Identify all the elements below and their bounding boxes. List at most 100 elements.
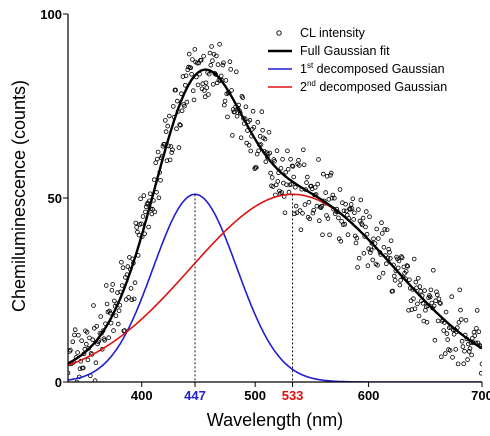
cl-intensity-point	[155, 156, 160, 162]
cl-intensity-point	[423, 307, 428, 313]
cl-intensity-point	[457, 287, 463, 293]
cl-intensity-point	[247, 118, 253, 123]
cl-intensity-point	[337, 187, 343, 192]
cl-intensity-point	[347, 206, 352, 212]
cl-intensity-point	[275, 179, 281, 184]
cl-intensity-point	[302, 202, 308, 207]
cl-intensity-point	[332, 195, 337, 201]
cl-intensity-point	[451, 331, 457, 337]
cl-intensity-point	[284, 182, 289, 188]
cl-intensity-point	[80, 365, 86, 371]
cl-intensity-point	[126, 295, 131, 300]
cl-intensity-point	[191, 97, 197, 103]
cl-intensity-point	[367, 250, 373, 255]
cl-intensity-point	[375, 236, 381, 241]
cl-intensity-point	[363, 209, 369, 214]
cl-intensity-point	[93, 360, 99, 366]
cl-intensity-point	[163, 129, 169, 135]
cl-intensity-point	[260, 128, 265, 133]
cl-intensity-point	[104, 283, 109, 288]
cl-intensity-point	[396, 258, 402, 264]
cl-intensity-point	[380, 270, 386, 276]
cl-intensity-point	[222, 102, 227, 108]
cl-intensity-point	[146, 224, 151, 230]
y-tick-label: 0	[55, 375, 62, 390]
cl-intensity-point	[356, 207, 361, 212]
cl-intensity-point	[202, 88, 207, 93]
cl-intensity-point	[156, 195, 162, 201]
cl-intensity-point	[171, 104, 176, 109]
cl-intensity-point	[229, 88, 234, 93]
cl-intensity-point	[461, 361, 467, 367]
cl-intensity-point	[94, 323, 99, 329]
cl-intensity-point	[129, 297, 135, 303]
cl-intensity-point	[104, 301, 110, 307]
cl-intensity-point	[407, 277, 412, 283]
cl-intensity-point	[220, 62, 226, 68]
cl-intensity-point	[320, 171, 326, 177]
cl-intensity-point	[312, 185, 318, 190]
cl-intensity-point	[427, 294, 433, 300]
cl-intensity-point	[115, 290, 120, 295]
cl-intensity-point	[291, 174, 297, 180]
cl-intensity-point	[174, 126, 179, 131]
cl-intensity-point	[478, 370, 482, 376]
cl-intensity-point	[293, 203, 299, 209]
cl-intensity-point	[169, 150, 175, 155]
cl-intensity-point	[349, 206, 355, 211]
cl-intensity-point	[352, 210, 357, 216]
cl-intensity-point	[244, 140, 250, 146]
cl-intensity-point	[441, 328, 447, 333]
cl-intensity-point	[90, 337, 95, 343]
cl-intensity-point	[152, 209, 158, 215]
cl-intensity-point	[458, 317, 464, 322]
cl-intensity-point	[361, 251, 367, 256]
cl-intensity-point	[432, 337, 438, 343]
cl-intensity-point	[240, 95, 246, 100]
cl-intensity-point	[360, 215, 366, 221]
cl-intensity-point	[408, 298, 414, 304]
cl-intensity-point	[344, 208, 349, 214]
cl-intensity-point	[412, 306, 418, 312]
y-tick-label: 50	[48, 191, 62, 206]
cl-intensity-point	[178, 122, 183, 128]
cl-intensity-point	[202, 94, 208, 99]
cl-intensity-point	[384, 227, 390, 233]
cl-intensity-point	[189, 72, 194, 77]
cl-intensity-point	[112, 298, 117, 304]
cl-intensity-point	[173, 87, 179, 93]
cl-intensity-point	[222, 98, 228, 104]
cl-intensity-point	[465, 357, 470, 362]
cl-intensity-point	[416, 313, 422, 319]
cl-intensity-point	[138, 196, 143, 202]
cl-intensity-point	[179, 108, 185, 114]
cl-intensity-point	[431, 303, 437, 309]
cl-intensity-point	[194, 60, 200, 66]
cl-intensity-point	[183, 73, 189, 79]
cl-intensity-point	[327, 232, 332, 238]
legend-label: Full Gaussian fit	[300, 44, 390, 58]
cl-intensity-point	[392, 277, 398, 283]
cl-intensity-point	[460, 344, 466, 349]
cl-intensity-point	[288, 157, 293, 162]
cl-intensity-point	[390, 288, 396, 294]
cl-intensity-point	[315, 181, 321, 187]
cl-intensity-point	[177, 122, 183, 127]
x-axis-title: Wavelength (nm)	[207, 410, 343, 430]
cl-intensity-point	[246, 143, 252, 148]
cl-intensity-point	[185, 67, 191, 73]
cl-intensity-point	[470, 335, 475, 341]
cl-intensity-point	[269, 175, 275, 180]
cl-intensity-point	[221, 60, 226, 66]
cl-intensity-point	[204, 85, 210, 90]
cl-intensity-point	[336, 215, 341, 221]
legend: CL intensity Full Gaussian fit 1st decompo…	[268, 26, 447, 94]
cl-intensity-point	[325, 216, 331, 221]
cl-intensity-point	[268, 170, 273, 176]
cl-intensity-point	[225, 114, 230, 120]
x-tick-label: 600	[358, 388, 380, 403]
cl-intensity-point	[463, 317, 469, 323]
cl-intensity-point	[119, 283, 125, 288]
cl-intensity-point	[399, 255, 405, 261]
x-tick-label: 447	[184, 388, 206, 403]
